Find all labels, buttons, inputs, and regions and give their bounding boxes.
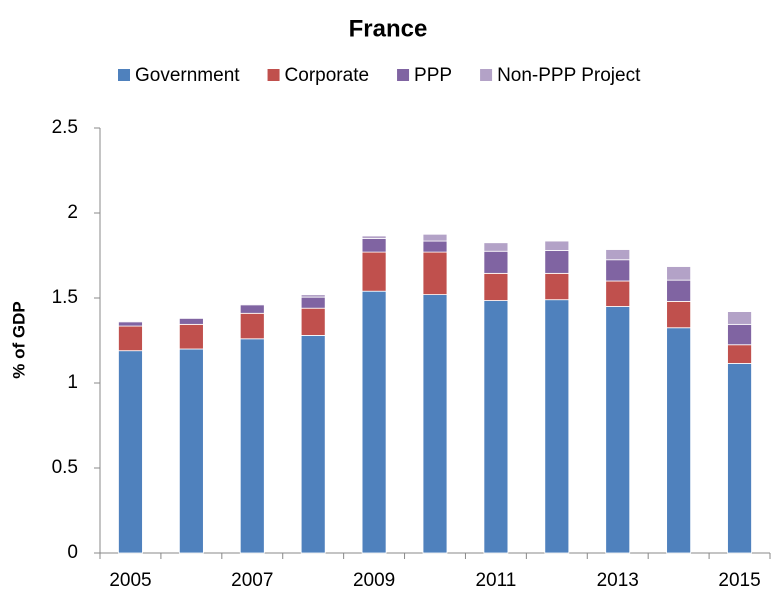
chart-title: France bbox=[349, 15, 428, 42]
x-tick-label: 2011 bbox=[475, 570, 516, 591]
bar-segment bbox=[544, 272, 570, 301]
y-tick-label: 0.5 bbox=[52, 457, 78, 478]
bar-segment bbox=[544, 240, 570, 251]
y-tick-label: 0 bbox=[67, 542, 78, 563]
y-axis-title: % of GDP bbox=[9, 301, 28, 378]
bar-segment bbox=[422, 240, 448, 253]
bar-segment bbox=[178, 317, 204, 325]
bar-segment bbox=[605, 306, 631, 554]
bar-segment bbox=[544, 299, 570, 554]
x-tick-label: 2005 bbox=[109, 570, 151, 591]
bar-segment bbox=[300, 307, 326, 336]
bar-segment bbox=[361, 238, 387, 253]
legend-label: Government bbox=[135, 65, 240, 86]
x-tick-label: 2015 bbox=[718, 570, 760, 591]
bar-segment bbox=[483, 242, 509, 252]
legend-label: Non-PPP Project bbox=[497, 65, 641, 86]
bar-segment bbox=[361, 235, 387, 239]
bar-segment bbox=[300, 296, 326, 309]
bar-segment bbox=[666, 266, 692, 281]
bar-segment bbox=[483, 250, 509, 274]
bar-segment bbox=[361, 251, 387, 292]
legend-swatch bbox=[267, 69, 280, 81]
y-tick-label: 1 bbox=[67, 372, 78, 393]
bar-segment bbox=[422, 294, 448, 554]
y-tick-label: 2 bbox=[67, 202, 78, 223]
legend-label: Corporate bbox=[285, 65, 370, 86]
bar-segment bbox=[605, 259, 631, 282]
bar-segment bbox=[239, 338, 265, 554]
bar-segment bbox=[422, 233, 448, 242]
bar-segment bbox=[666, 279, 692, 302]
bar-segment bbox=[239, 304, 265, 314]
bar-segment bbox=[239, 303, 265, 306]
bar-segment bbox=[666, 300, 692, 329]
bar-segment bbox=[544, 249, 570, 274]
bar-segment bbox=[118, 321, 143, 327]
bar-segment bbox=[361, 290, 387, 554]
legend-swatch bbox=[118, 69, 130, 81]
bar-segment bbox=[605, 249, 631, 261]
bar-segment bbox=[727, 363, 752, 554]
bar-segment bbox=[605, 280, 631, 307]
y-tick-label: 1.5 bbox=[52, 287, 78, 308]
bar-segment bbox=[118, 350, 143, 554]
bar-segment bbox=[727, 323, 752, 346]
bar-segment bbox=[300, 334, 326, 554]
legend-label: PPP bbox=[414, 65, 452, 86]
x-tick-label: 2007 bbox=[231, 570, 273, 591]
bar-segment bbox=[727, 311, 752, 325]
legend-swatch bbox=[480, 69, 493, 81]
bar-segment bbox=[239, 312, 265, 340]
x-tick-label: 2013 bbox=[597, 570, 639, 591]
bar-segment bbox=[300, 294, 326, 298]
legend-swatch bbox=[397, 69, 410, 81]
bar-segment bbox=[483, 272, 509, 301]
bar-segment bbox=[727, 344, 752, 364]
bar-segment bbox=[178, 348, 204, 554]
bar-segment bbox=[422, 251, 448, 296]
y-tick-label: 2.5 bbox=[52, 117, 78, 138]
bar-segment bbox=[118, 320, 143, 323]
bar-segment bbox=[118, 325, 143, 352]
bar-segment bbox=[178, 323, 204, 350]
bar-segment bbox=[666, 327, 692, 554]
bar-segment bbox=[483, 300, 509, 554]
x-tick-label: 2009 bbox=[353, 570, 395, 591]
